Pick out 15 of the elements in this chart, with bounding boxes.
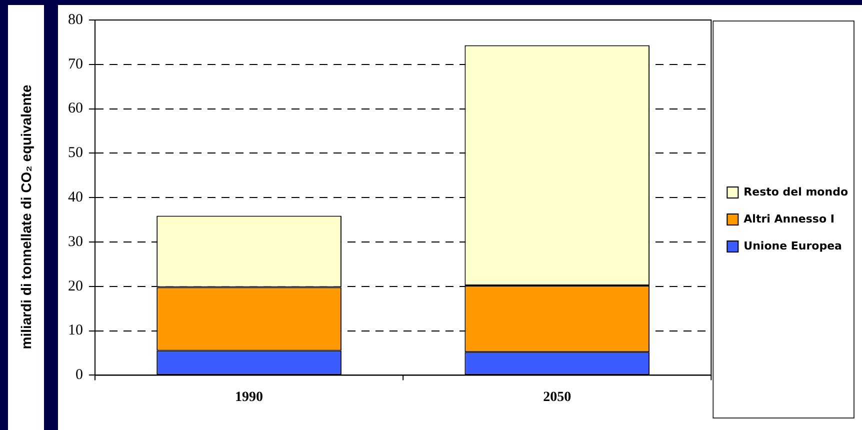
y-axis-title: miliardi di tonnellate di CO₂ equivalente [18, 84, 34, 350]
y-tick-label: 70 [68, 56, 83, 72]
y-tick-label: 80 [68, 12, 83, 28]
y-tick-label: 60 [68, 100, 83, 117]
y-tick-label: 20 [68, 278, 83, 294]
x-tick-label: 1990 [235, 390, 264, 406]
y-tick-label: 30 [68, 234, 83, 250]
y-tick-label: 50 [68, 145, 83, 162]
x-tick-label: 2050 [543, 390, 572, 406]
legend-label: Unione Europea [744, 239, 842, 252]
y-tick-label: 40 [68, 190, 83, 206]
y-tick-label: 10 [68, 322, 83, 339]
y-tick-label: 0 [76, 367, 83, 384]
legend-label: Resto del mondo [744, 185, 848, 198]
legend-label: Altri Annesso I [744, 212, 834, 226]
